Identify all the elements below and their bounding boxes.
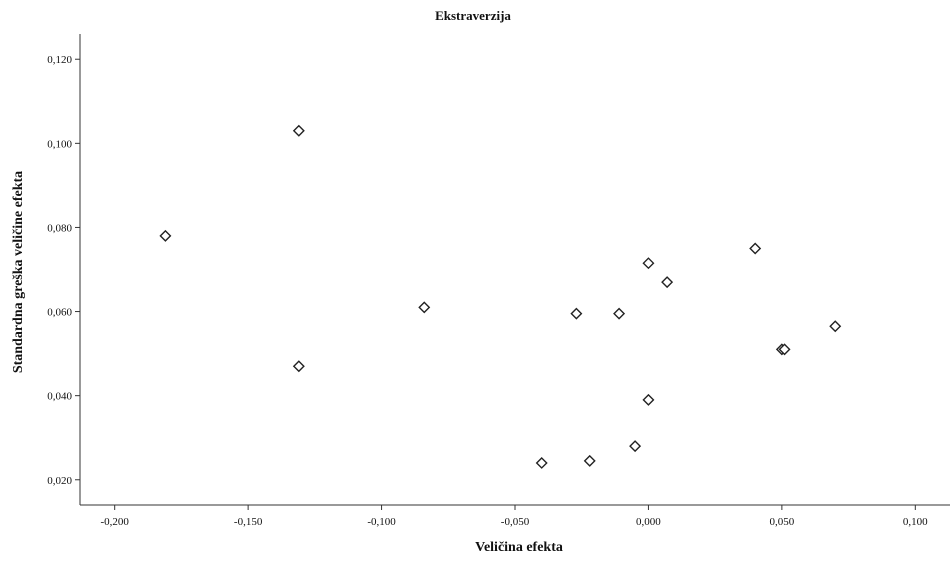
y-axis-label: Standardna greška veličine efekta (11, 171, 26, 373)
x-tick-label: 0,000 (636, 516, 661, 528)
y-tick-label: 0,100 (47, 138, 72, 150)
y-tick-label: 0,120 (47, 54, 72, 66)
x-tick-label: -0,150 (234, 516, 263, 528)
data-point-diamond (661, 276, 674, 289)
x-tick-label: -0,050 (501, 516, 530, 528)
y-axis-ticks: 0,020 0,040 0,060 0,080 0,100 0,120 (47, 54, 80, 487)
x-tick-label: -0,100 (367, 516, 396, 528)
data-point-diamond (749, 242, 762, 255)
y-tick-label: 0,060 (47, 307, 72, 319)
data-point-diamond (778, 343, 791, 356)
data-point-diamond (159, 229, 172, 242)
x-axis-ticks: -0,200 -0,150 -0,100 -0,050 0,000 0,050 0,100 (100, 505, 928, 528)
x-axis-label: Veličina efekta (475, 540, 563, 555)
y-tick-label: 0,020 (47, 475, 72, 487)
data-point-diamond (292, 124, 305, 137)
x-tick-label: -0,200 (100, 516, 129, 528)
data-point-diamond (642, 393, 655, 406)
data-point-diamond (418, 301, 431, 314)
chart-title: Ekstraverzija (435, 8, 511, 23)
data-point-diamond (629, 440, 642, 453)
data-points (159, 124, 842, 469)
data-point-diamond (642, 257, 655, 270)
y-tick-label: 0,040 (47, 391, 72, 403)
y-tick-label: 0,080 (47, 222, 72, 234)
data-point-diamond (570, 307, 583, 320)
data-point-diamond (292, 360, 305, 373)
data-point-diamond (613, 307, 626, 320)
data-point-diamond (583, 454, 596, 467)
data-point-diamond (829, 320, 842, 333)
x-tick-label: 0,050 (769, 516, 794, 528)
x-tick-label: 0,100 (903, 516, 928, 528)
data-point-diamond (535, 456, 548, 469)
